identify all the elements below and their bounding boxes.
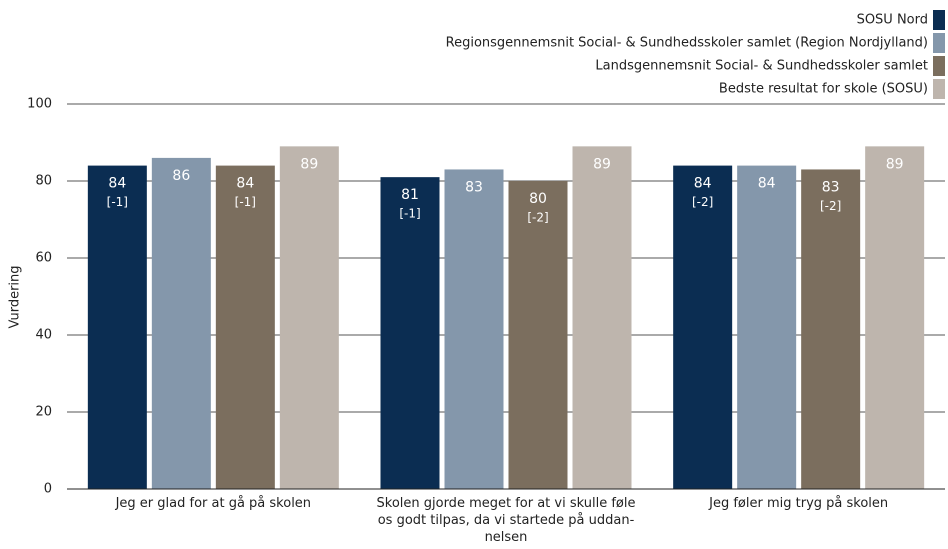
value-label: 89: [593, 156, 611, 172]
value-label: 89: [300, 156, 318, 172]
bar: [279, 146, 339, 489]
bar: [572, 146, 632, 489]
legend-swatch: [933, 33, 945, 53]
bar: [215, 165, 275, 489]
x-tick-label: Jeg er glad for at gå på skolen: [115, 496, 312, 511]
bar: [151, 157, 211, 489]
legend-swatch: [933, 10, 945, 30]
legend-swatch: [933, 56, 945, 76]
value-label: 80: [529, 191, 547, 207]
value-label: 83: [465, 179, 483, 195]
value-label: 84: [236, 176, 254, 192]
value-label: 89: [886, 156, 904, 172]
bar: [801, 169, 861, 489]
value-label: 84: [694, 176, 712, 192]
change-label: [-2]: [692, 195, 713, 209]
bar: [380, 177, 440, 489]
value-label: 83: [822, 179, 840, 195]
x-tick-label: Jeg føler mig tryg på skolen: [709, 496, 889, 511]
change-label: [-1]: [235, 195, 256, 209]
legend-swatch: [933, 79, 945, 99]
value-label: 81: [401, 187, 419, 203]
bar: [508, 181, 568, 489]
bar: [737, 165, 797, 489]
y-tick-label: 80: [35, 174, 52, 189]
legend-label: Regionsgennemsnit Social- & Sundhedsskol…: [446, 36, 928, 51]
value-label: 84: [108, 176, 126, 192]
legend-label: SOSU Nord: [857, 13, 928, 28]
y-tick-label: 0: [44, 482, 52, 497]
bar: [673, 165, 733, 489]
bar: [87, 165, 147, 489]
change-label: [-2]: [527, 211, 548, 225]
y-tick-label: 20: [35, 405, 52, 420]
legend-label: Bedste resultat for skole (SOSU): [719, 82, 928, 97]
y-tick-label: 100: [27, 97, 52, 112]
legend-label: Landsgennemsnit Social- & Sundhedsskoler…: [595, 59, 928, 74]
y-tick-label: 60: [35, 251, 52, 266]
bar: [444, 169, 504, 489]
change-label: [-1]: [399, 207, 420, 221]
x-tick-label: Skolen gjorde meget for at vi skulle føl…: [376, 496, 636, 545]
y-axis-label: Vurdering: [8, 265, 23, 328]
value-label: 84: [758, 176, 776, 192]
y-tick-label: 40: [35, 328, 52, 343]
change-label: [-2]: [820, 199, 841, 213]
value-label: 86: [172, 168, 190, 184]
bar: [865, 146, 925, 489]
change-label: [-1]: [107, 195, 128, 209]
